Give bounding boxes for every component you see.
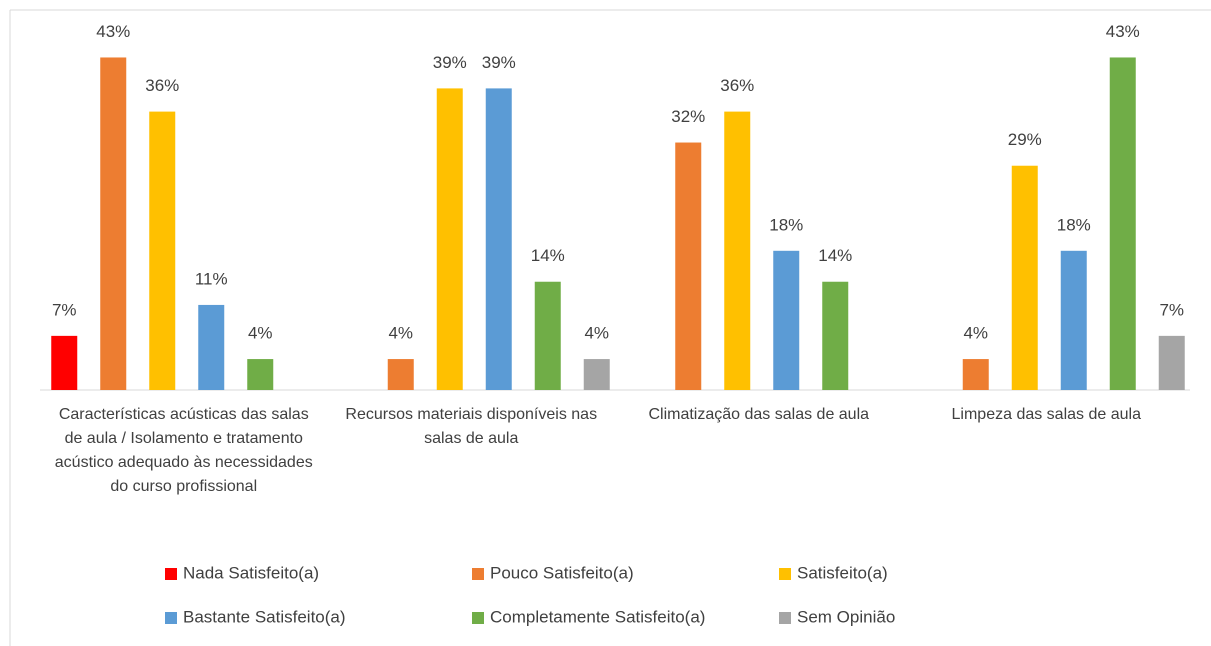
bar [822, 281, 849, 390]
legend-swatch [779, 612, 791, 624]
data-label: 7% [1159, 300, 1184, 319]
legend-label: Pouco Satisfeito(a) [490, 563, 634, 582]
bar [724, 111, 751, 390]
legend-swatch [779, 568, 791, 580]
data-label: 18% [1057, 215, 1091, 234]
bar [1011, 165, 1038, 390]
bar [436, 88, 463, 391]
bar [100, 57, 127, 390]
legend-swatch [165, 612, 177, 624]
data-label: 4% [388, 324, 413, 343]
data-label: 36% [145, 76, 179, 95]
bar [198, 304, 225, 390]
x-tick-label: Recursos materiais disponíveis nas salas… [345, 406, 598, 447]
data-label: 18% [769, 215, 803, 234]
bar [962, 359, 989, 390]
data-label: 39% [433, 53, 467, 72]
legend-swatch [472, 568, 484, 580]
data-label: 43% [1106, 22, 1140, 41]
data-label: 14% [818, 246, 852, 265]
legend-swatch [165, 568, 177, 580]
bar [675, 142, 702, 390]
data-label: 36% [720, 76, 754, 95]
data-label: 7% [52, 300, 77, 319]
legend-label: Bastante Satisfeito(a) [183, 607, 346, 626]
data-label: 4% [963, 324, 988, 343]
legend-label: Completamente Satisfeito(a) [490, 607, 705, 626]
data-label: 39% [482, 53, 516, 72]
data-label: 11% [195, 269, 228, 288]
x-tick-label: Climatização das salas de aula [648, 406, 870, 423]
x-tick-label: Limpeza das salas de aula [951, 406, 1141, 423]
bar [583, 359, 610, 390]
data-label: 32% [671, 107, 705, 126]
data-label: 4% [248, 324, 273, 343]
bar [773, 250, 800, 390]
bar [1158, 335, 1185, 390]
bar [149, 111, 176, 390]
bar [534, 281, 561, 390]
data-label: 29% [1008, 130, 1042, 149]
x-tick-label: Características acústicas das salas de a… [54, 406, 313, 495]
bar [387, 359, 414, 390]
legend-label: Satisfeito(a) [797, 563, 888, 582]
data-label: 14% [531, 246, 565, 265]
legend-swatch [472, 612, 484, 624]
bar [1109, 57, 1136, 390]
data-label: 4% [584, 324, 609, 343]
bar [247, 359, 274, 390]
legend-label: Nada Satisfeito(a) [183, 563, 319, 582]
bar [51, 335, 78, 390]
legend-label: Sem Opinião [797, 607, 895, 626]
data-label: 43% [96, 22, 130, 41]
bar [485, 88, 512, 391]
bar [1060, 250, 1087, 390]
